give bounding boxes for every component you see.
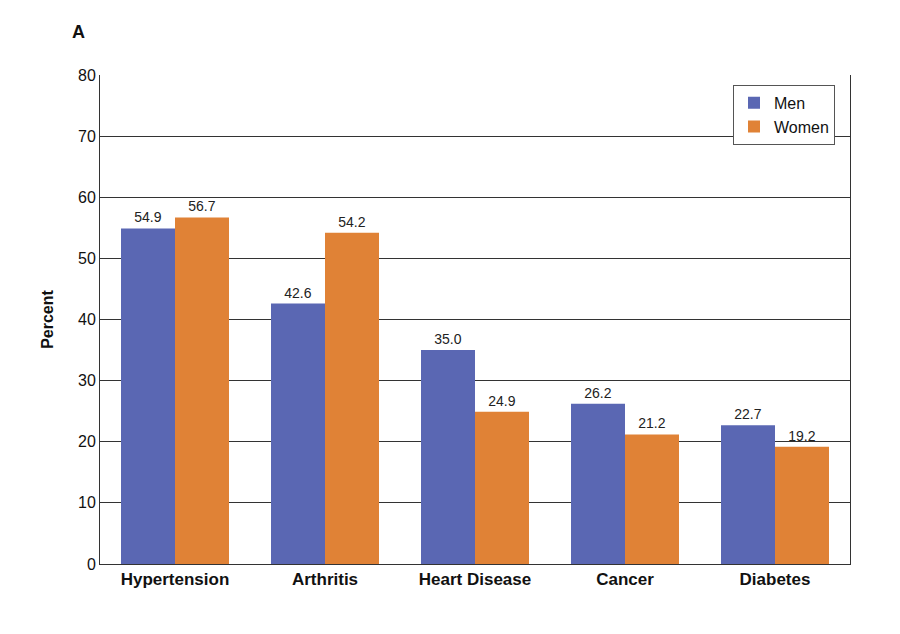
svg-text:26.2: 26.2 xyxy=(584,385,611,401)
svg-text:A: A xyxy=(72,22,85,42)
svg-text:Heart Disease: Heart Disease xyxy=(419,570,531,589)
svg-text:Men: Men xyxy=(774,95,805,112)
svg-text:Women: Women xyxy=(774,119,829,136)
svg-text:Arthritis: Arthritis xyxy=(292,570,358,589)
svg-text:60: 60 xyxy=(78,189,96,206)
svg-text:54.9: 54.9 xyxy=(134,209,161,225)
svg-text:80: 80 xyxy=(78,67,96,84)
svg-text:50: 50 xyxy=(78,250,96,267)
svg-text:10: 10 xyxy=(78,494,96,511)
svg-text:20: 20 xyxy=(78,433,96,450)
svg-text:54.2: 54.2 xyxy=(338,214,365,230)
svg-text:24.9: 24.9 xyxy=(488,393,515,409)
svg-text:21.2: 21.2 xyxy=(638,415,665,431)
svg-text:35.0: 35.0 xyxy=(434,331,461,347)
svg-text:56.7: 56.7 xyxy=(188,198,215,214)
svg-text:Hypertension: Hypertension xyxy=(121,570,230,589)
svg-text:22.7: 22.7 xyxy=(734,406,761,422)
svg-text:40: 40 xyxy=(78,311,96,328)
svg-text:19.2: 19.2 xyxy=(788,428,815,444)
svg-text:42.6: 42.6 xyxy=(284,285,311,301)
svg-text:0: 0 xyxy=(87,556,96,573)
svg-text:Diabetes: Diabetes xyxy=(740,570,811,589)
svg-text:Percent: Percent xyxy=(39,289,56,348)
svg-text:Cancer: Cancer xyxy=(596,570,654,589)
svg-text:30: 30 xyxy=(78,372,96,389)
svg-text:70: 70 xyxy=(78,128,96,145)
